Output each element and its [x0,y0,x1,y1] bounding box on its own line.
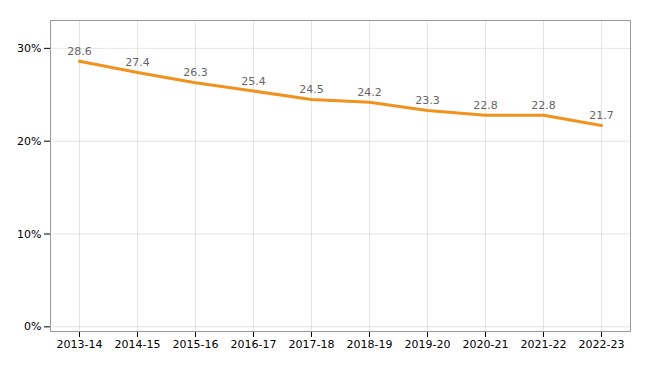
svg-text:2017-18: 2017-18 [289,338,335,351]
svg-text:22.8: 22.8 [473,99,498,112]
svg-text:30%: 30% [17,42,41,55]
svg-text:2013-14: 2013-14 [57,338,103,351]
svg-text:22.8: 22.8 [531,99,556,112]
svg-text:2022-23: 2022-23 [579,338,625,351]
svg-text:2014-15: 2014-15 [115,338,161,351]
svg-text:10%: 10% [17,228,41,241]
svg-text:2018-19: 2018-19 [347,338,393,351]
svg-text:27.4: 27.4 [125,56,150,69]
svg-text:26.3: 26.3 [183,66,208,79]
svg-text:25.4: 25.4 [241,75,266,88]
svg-text:28.6: 28.6 [67,45,92,58]
svg-text:2015-16: 2015-16 [173,338,219,351]
svg-text:24.5: 24.5 [299,83,324,96]
svg-text:20%: 20% [17,135,41,148]
svg-text:2020-21: 2020-21 [463,338,509,351]
svg-text:21.7: 21.7 [589,109,614,122]
svg-text:2021-22: 2021-22 [521,338,567,351]
svg-text:24.2: 24.2 [357,86,382,99]
svg-text:2016-17: 2016-17 [231,338,277,351]
svg-text:23.3: 23.3 [415,94,440,107]
svg-text:2019-20: 2019-20 [405,338,451,351]
svg-text:0%: 0% [24,320,41,333]
